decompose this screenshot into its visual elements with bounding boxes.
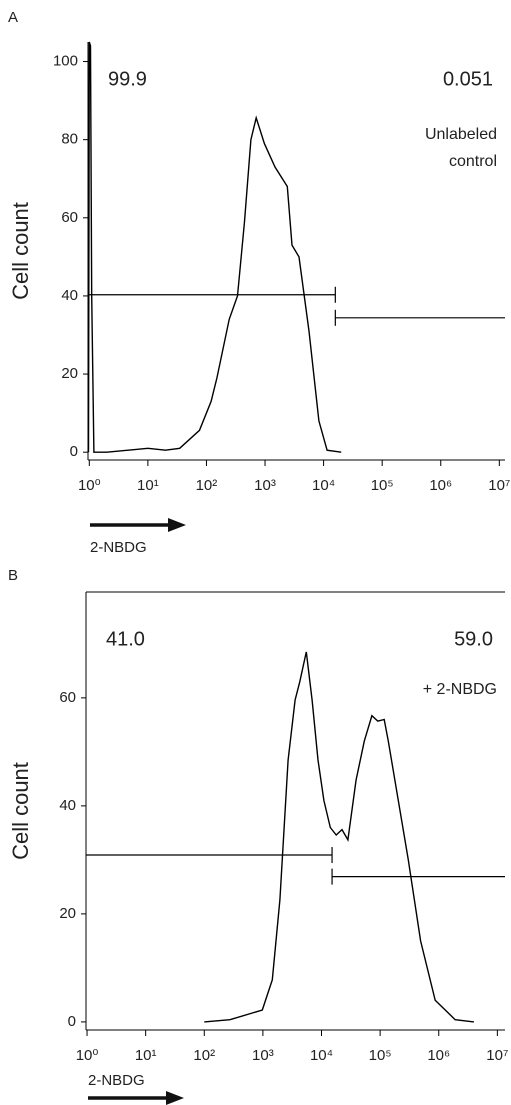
x-tick-label: 10¹ [137, 477, 159, 494]
y-tick-label: 60 [59, 689, 76, 706]
gate-percent: 41.0 [106, 628, 145, 650]
x-tick-label: 10⁵ [371, 477, 394, 494]
y-tick-label: 40 [61, 287, 78, 304]
x-tick-label: 10² [196, 477, 218, 494]
x-tick-label: 10⁷ [488, 477, 510, 494]
x-tick-label: 10⁷ [486, 1047, 508, 1064]
x-tick-label: 10³ [252, 1047, 274, 1064]
x-axis-title: 2-NBDG [90, 539, 147, 556]
panel-label: A [8, 9, 18, 26]
x-tick-label: 10⁶ [427, 1047, 450, 1064]
y-tick-label: 20 [59, 905, 76, 922]
y-tick-label: 0 [70, 443, 78, 460]
y-axis-title: Cell count [8, 202, 33, 300]
y-axis-title: Cell count [8, 762, 33, 860]
x-tick-label: 10⁵ [369, 1047, 392, 1064]
panel-label: B [8, 567, 18, 584]
y-tick-label: 60 [61, 209, 78, 226]
gate-percent: 0.051 [443, 68, 493, 90]
annotation: + 2-NBDG [423, 681, 497, 698]
x-tick-label: 10² [193, 1047, 215, 1064]
annotation: control [449, 153, 497, 170]
histogram-line [204, 651, 474, 1023]
annotation: Unlabeled [425, 126, 497, 143]
y-tick-label: 20 [61, 365, 78, 382]
gate-percent: 59.0 [454, 628, 493, 650]
y-tick-label: 100 [53, 53, 78, 70]
y-tick-label: 0 [68, 1013, 76, 1030]
x-tick-label: 10³ [254, 477, 276, 494]
y-tick-label: 40 [59, 797, 76, 814]
x-tick-label: 10¹ [135, 1047, 157, 1064]
x-axis-title: 2-NBDG [88, 1072, 145, 1089]
axis-arrowhead [168, 518, 186, 532]
x-tick-label: 10⁶ [429, 477, 452, 494]
histogram-line [87, 41, 342, 453]
y-tick-label: 80 [61, 131, 78, 148]
axis-arrowhead [166, 1091, 184, 1105]
x-tick-label: 10⁴ [310, 1047, 333, 1064]
x-tick-label: 10⁰ [76, 1047, 99, 1064]
gate-percent: 99.9 [108, 68, 147, 90]
x-tick-label: 10⁰ [78, 477, 101, 494]
x-tick-label: 10⁴ [312, 477, 335, 494]
